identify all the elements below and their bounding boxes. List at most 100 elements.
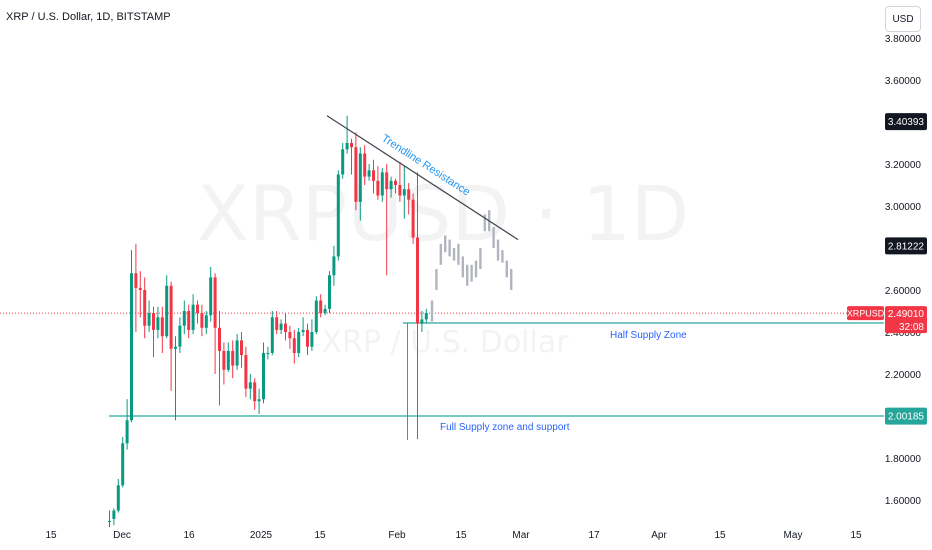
candle-body [275, 317, 279, 330]
candle-body [134, 273, 138, 288]
projection-bar [430, 300, 434, 322]
x-tick-label: 15 [850, 530, 862, 541]
candle [284, 313, 287, 341]
candle-body [394, 180, 397, 185]
candle [288, 325, 292, 349]
candle [130, 250, 133, 423]
candle [398, 161, 402, 202]
projection-bar [452, 248, 456, 261]
candle-body [182, 311, 186, 326]
projection-bar [501, 250, 504, 263]
candle [358, 147, 362, 221]
candle [253, 378, 257, 410]
candle [354, 132, 358, 211]
candle [240, 332, 243, 368]
candle-body [130, 273, 133, 421]
zone-label: Half Supply Zone [610, 330, 687, 341]
price-tag-value: 2.81222 [888, 241, 925, 252]
candle-body [424, 313, 428, 320]
candle-body [200, 313, 204, 328]
candle-body [350, 143, 353, 148]
watermark-subtitle: XRP / U.S. Dollar [321, 325, 569, 360]
candle [165, 275, 169, 339]
candle-body [143, 290, 147, 326]
candle [402, 166, 406, 219]
projection-bar [483, 214, 487, 232]
price-tag-value: 2.00185 [888, 412, 925, 423]
candle [420, 311, 424, 332]
candle-body [121, 443, 125, 486]
candle [248, 374, 252, 400]
candle [244, 346, 248, 398]
price-labels: 3.40393 2.81222 2.49010 32:08 XRPUSD 2.00185 [847, 113, 927, 425]
x-tick-label: Mar [512, 530, 530, 541]
candle [319, 294, 323, 318]
candle-body [253, 382, 257, 402]
x-tick-label: 15 [455, 530, 467, 541]
candle [262, 342, 265, 404]
candle [380, 168, 384, 202]
time-axis[interactable]: 15 Dec 16 2025 15 Feb 15 Mar 17 Apr 15 May 15 [45, 530, 862, 541]
watermark: XRPUSD · 1D XRP / U.S. Dollar [197, 169, 689, 360]
currency-button[interactable]: USD [885, 6, 921, 32]
x-tick-label: Feb [388, 530, 406, 541]
ticker-tag-box [847, 306, 884, 321]
candle [143, 277, 147, 339]
candle-body [284, 323, 287, 332]
candle [376, 166, 380, 200]
candle-body [323, 308, 327, 314]
candle-body [398, 185, 402, 196]
projection-bar [474, 260, 478, 278]
candle-body [341, 149, 345, 175]
price-label-green: 2.00185 [885, 407, 927, 425]
candle [108, 510, 111, 528]
candle [350, 138, 353, 175]
candle-body [218, 327, 221, 351]
candle-body [125, 420, 129, 444]
candle [424, 308, 428, 324]
candle [275, 311, 279, 335]
candle-body [257, 399, 261, 402]
x-tick-label: Apr [651, 530, 667, 541]
candle-body [319, 300, 323, 314]
candle [218, 311, 221, 406]
y-tick-label: 3.80000 [885, 34, 922, 45]
x-tick-label: 16 [183, 530, 195, 541]
y-tick-label: 1.60000 [885, 496, 922, 507]
candle-body [336, 174, 340, 257]
y-tick-label: 2.20000 [885, 370, 922, 381]
candle [196, 300, 199, 324]
candle [187, 304, 191, 339]
price-tag-value: 3.40393 [888, 117, 925, 128]
candle-body [314, 300, 318, 332]
candle [138, 271, 142, 318]
price-tag-value: 2.49010 [888, 309, 925, 320]
price-axis[interactable]: 3.800003.600003.400003.200003.000002.800… [885, 34, 922, 507]
candle [372, 159, 375, 194]
zone-label: Full Supply zone and support [440, 422, 570, 433]
candle [226, 342, 230, 372]
ticker-tag-label: XRPUSD [847, 309, 885, 319]
candle [160, 306, 164, 353]
x-tick-label: Dec [113, 530, 131, 541]
candle [407, 182, 411, 215]
projection-bar [461, 256, 465, 278]
candle-body [328, 275, 331, 309]
x-tick-label: 15 [45, 530, 57, 541]
projection-bar [444, 235, 447, 253]
supply-zones: Half Supply Zone Full Supply zone and sup… [0, 312, 884, 440]
candle-body [178, 325, 182, 347]
candle [121, 437, 125, 488]
x-tick-label: 17 [588, 530, 600, 541]
candle [270, 311, 274, 356]
candle-body [420, 319, 424, 324]
price-tag-box [885, 237, 927, 255]
candle [411, 193, 415, 244]
candle-body [376, 180, 380, 196]
candle [345, 115, 349, 154]
projection-bar [435, 269, 438, 290]
candle-body [248, 382, 252, 389]
candle-body [262, 353, 265, 400]
candle-body [213, 277, 217, 328]
